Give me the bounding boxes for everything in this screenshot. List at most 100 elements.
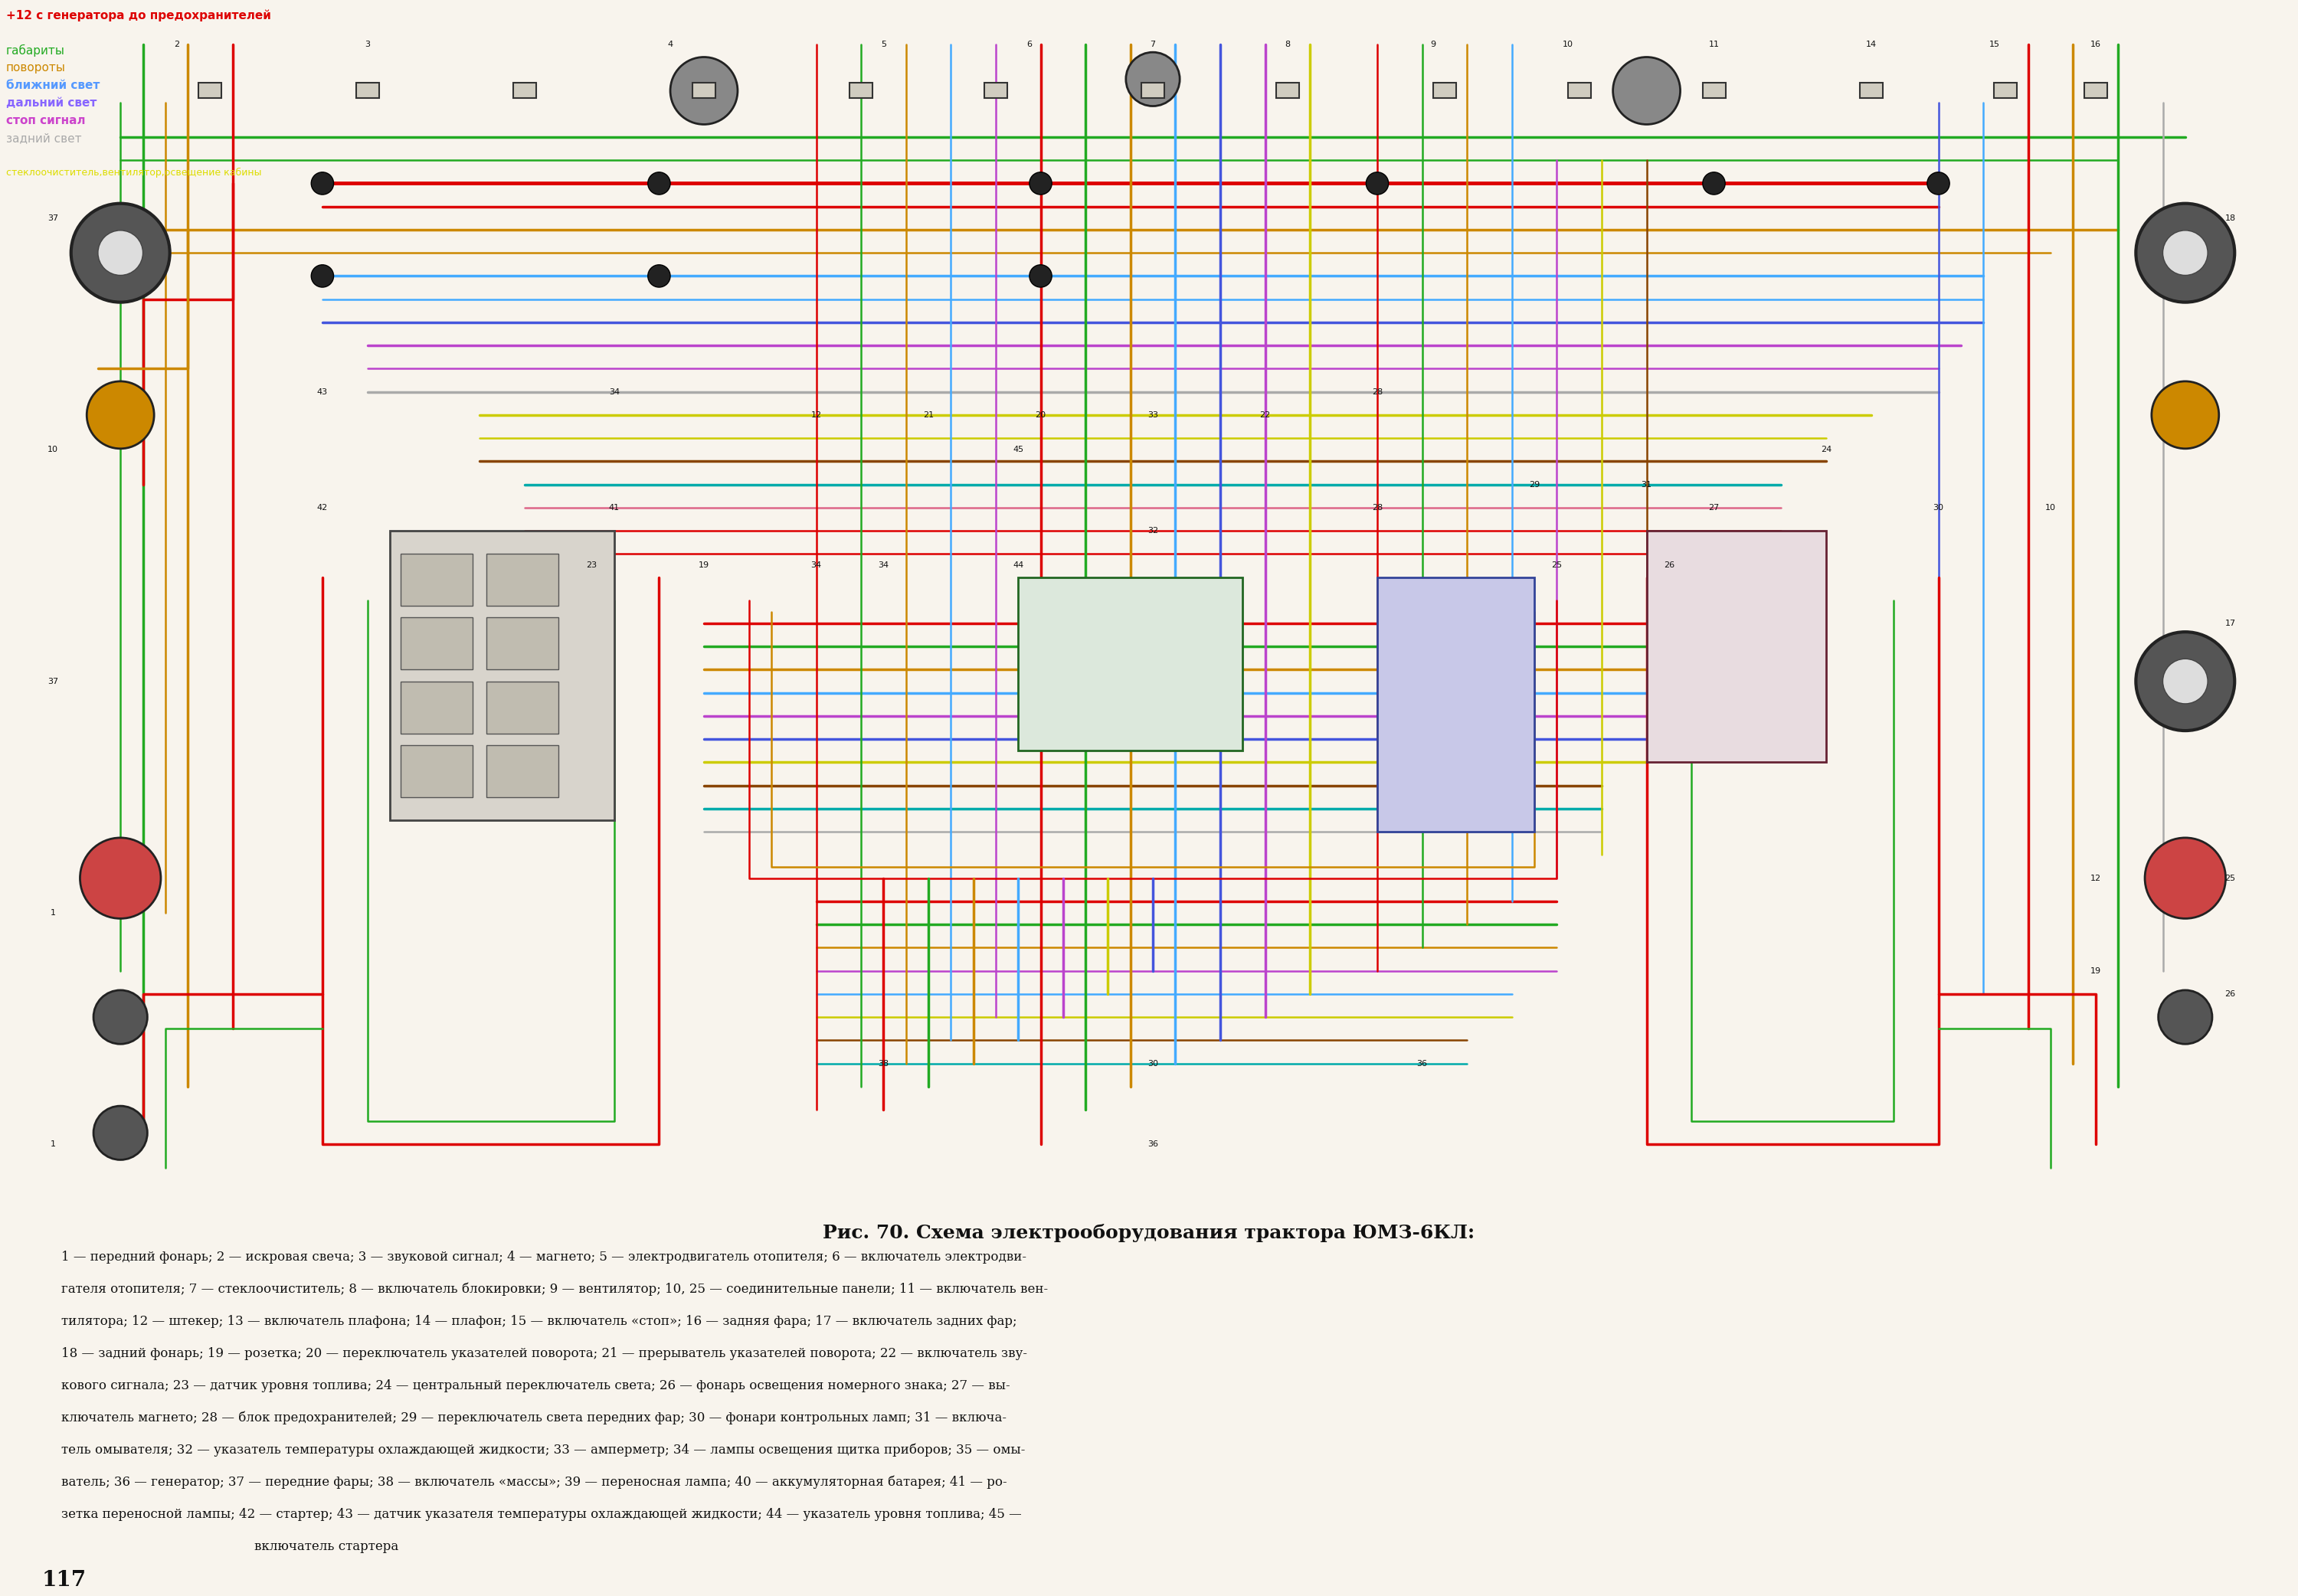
Bar [692,83,715,99]
Text: 33: 33 [1147,412,1158,418]
Circle shape [648,265,671,287]
Circle shape [1126,53,1179,105]
Text: 1: 1 [51,910,55,916]
Text: стоп сигнал: стоп сигнал [7,115,85,126]
Text: гателя отопителя; 7 — стеклоочиститель; 8 — включатель блокировки; 9 — вентилято: гателя отопителя; 7 — стеклоочиститель; … [62,1283,1048,1296]
Text: 7: 7 [1149,40,1156,48]
Text: 12: 12 [811,412,823,418]
Circle shape [1030,265,1052,287]
Circle shape [648,172,671,195]
Text: 9: 9 [1432,40,1436,48]
Text: 43: 43 [317,388,329,396]
Bar [1275,83,1298,99]
Text: 1: 1 [51,1141,55,1148]
Text: дальний свет: дальний свет [7,97,97,109]
Text: 3: 3 [365,40,370,48]
Text: 45: 45 [1013,445,1023,453]
Bar [487,681,558,734]
Bar [391,531,614,820]
Circle shape [1703,172,1726,195]
Text: 30: 30 [1147,1060,1158,1068]
Text: 25: 25 [1551,562,1563,570]
Text: 17: 17 [2224,619,2236,627]
Circle shape [310,172,333,195]
Bar [1434,83,1457,99]
Text: повороты: повороты [7,62,67,73]
Circle shape [2135,203,2234,302]
Text: 19: 19 [2091,967,2100,975]
Text: 34: 34 [609,388,620,396]
Text: 34: 34 [811,562,823,570]
Text: 11: 11 [1707,40,1719,48]
Text: задний свет: задний свет [7,132,83,144]
Bar [400,554,473,606]
Text: габариты: габариты [7,45,64,57]
Text: тель омывателя; 32 — указатель температуры охлаждающей жидкости; 33 — амперметр;: тель омывателя; 32 — указатель температу… [62,1444,1025,1457]
Text: 18 — задний фонарь; 19 — розетка; 20 — переключатель указателей поворота; 21 — п: 18 — задний фонарь; 19 — розетка; 20 — п… [62,1347,1027,1360]
Text: 29: 29 [1528,480,1540,488]
Text: 12: 12 [2091,875,2100,883]
Bar [1142,83,1165,99]
Bar [487,745,558,796]
Bar [1859,83,1882,99]
Circle shape [2158,990,2213,1044]
Text: 16: 16 [2091,40,2100,48]
Bar [400,745,473,796]
Circle shape [87,381,154,448]
Bar [512,83,535,99]
Text: 22: 22 [1259,412,1271,418]
Text: 37: 37 [48,214,57,222]
Text: 24: 24 [1820,445,1832,453]
Text: +12 с генератора до предохранителей: +12 с генератора до предохранителей [7,10,271,21]
Bar [356,83,379,99]
Text: 10: 10 [48,445,57,453]
Text: 31: 31 [1641,480,1652,488]
Text: 26: 26 [2224,990,2236,998]
Circle shape [310,265,333,287]
Text: включатель стартера: включатель стартера [62,1540,398,1553]
Text: 34: 34 [878,562,889,570]
Bar [400,681,473,734]
Bar [487,618,558,670]
Circle shape [80,838,161,919]
Text: 30: 30 [1933,504,1944,511]
Bar [198,83,221,99]
Bar [487,554,558,606]
Bar [1648,531,1827,763]
Circle shape [2135,632,2234,731]
Text: 38: 38 [878,1060,889,1068]
Bar [1703,83,1726,99]
Text: ватель; 36 — генератор; 37 — передние фары; 38 — включатель «массы»; 39 — перено: ватель; 36 — генератор; 37 — передние фа… [62,1476,1007,1489]
Text: 10: 10 [1563,40,1574,48]
Bar [2084,83,2107,99]
Circle shape [1613,57,1680,124]
Text: 117: 117 [41,1570,87,1591]
Text: 37: 37 [48,677,57,685]
Circle shape [1030,172,1052,195]
Text: 6: 6 [1027,40,1032,48]
Text: 19: 19 [699,562,710,570]
Bar [984,83,1007,99]
Text: 14: 14 [1866,40,1877,48]
Text: 2: 2 [175,40,179,48]
Circle shape [2151,381,2220,448]
Text: 15: 15 [1990,40,1999,48]
Text: стеклоочиститель,вентилятор,освещение кабины: стеклоочиститель,вентилятор,освещение ка… [7,168,262,177]
Circle shape [1365,172,1388,195]
Circle shape [99,230,142,275]
Text: 4: 4 [666,40,673,48]
Text: 8: 8 [1285,40,1289,48]
Bar [1377,578,1535,832]
Text: 41: 41 [609,504,620,511]
Circle shape [94,990,147,1044]
Text: 5: 5 [880,40,887,48]
Text: 32: 32 [1147,527,1158,535]
Bar [1018,578,1243,750]
Text: 27: 27 [1707,504,1719,511]
Text: 23: 23 [586,562,597,570]
Text: 25: 25 [2224,875,2236,883]
Text: 28: 28 [1372,504,1383,511]
Text: 18: 18 [2224,214,2236,222]
Circle shape [1928,172,1949,195]
Text: 20: 20 [1034,412,1046,418]
